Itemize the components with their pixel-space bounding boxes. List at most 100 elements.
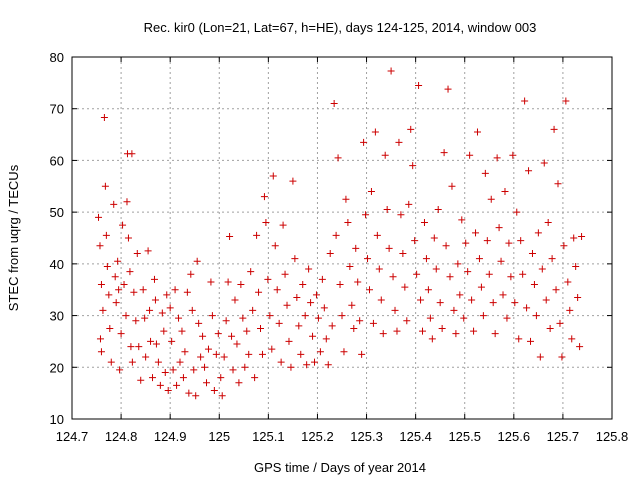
data-point [307,299,315,307]
data-point [377,296,385,304]
data-point [542,296,550,304]
data-point [550,125,558,133]
data-point [171,286,179,294]
data-point [111,273,119,281]
data-point [224,278,232,286]
data-point [365,286,373,294]
data-point [538,265,546,273]
data-point [281,270,289,278]
data-point [204,345,212,353]
data-point [417,296,425,304]
plot-frame [71,56,613,420]
data-point [413,270,421,278]
data-point [123,198,131,206]
data-point [124,234,132,242]
x-tick-label: 124.9 [154,429,187,444]
data-point [95,213,103,221]
data-point [264,275,272,283]
data-point [220,353,228,361]
data-point [137,376,145,384]
data-point [97,348,105,356]
data-point [493,154,501,162]
data-point [132,317,140,325]
data-point [269,172,277,180]
data-point [468,296,476,304]
y-tick-label: 50 [50,205,64,220]
data-point [328,322,336,330]
x-tick-label: 125.3 [350,429,383,444]
data-point [415,81,423,89]
data-point [556,319,564,327]
data-point [389,273,397,281]
data-point [373,231,381,239]
data-point [527,337,535,345]
data-point [262,218,270,226]
data-point [100,114,108,122]
data-point [326,250,334,258]
data-point [166,304,174,312]
data-point [101,182,109,190]
data-point [176,358,184,366]
data-point [436,299,444,307]
data-point [352,244,360,252]
data-point [314,314,322,322]
data-point [214,330,222,338]
data-point [217,374,225,382]
data-point [354,278,362,286]
data-point [222,317,230,325]
data-point [466,151,474,159]
data-point [303,361,311,369]
data-point [163,291,171,299]
data-point [375,265,383,273]
data-point [491,330,499,338]
data-point [114,257,122,265]
data-point [383,206,391,214]
data-point [367,187,375,195]
data-point [432,265,440,273]
data-point [181,348,189,356]
data-point [249,306,257,314]
data-point [464,268,472,276]
data-point [487,195,495,203]
data-point [126,268,134,276]
data-point [481,169,489,177]
data-point [175,314,183,322]
data-point [558,353,566,361]
data-point [393,327,401,335]
data-point [426,314,434,322]
data-point [168,337,176,345]
data-point [477,283,485,291]
data-point [528,250,536,258]
data-point [258,350,266,358]
data-point [218,392,226,400]
data-point [273,286,281,294]
data-point [133,250,141,258]
data-point [318,275,326,283]
data-point [566,306,574,314]
data-point [229,366,237,374]
x-axis-ticks: 124.7 124.8 124.9 125 125.1 125.2 125.3 125.4 12… [56,57,628,444]
data-point [544,218,552,226]
data-point [268,345,276,353]
data-point [102,231,110,239]
data-point [448,182,456,190]
data-point [458,216,466,224]
data-point [422,255,430,263]
data-point [405,200,413,208]
data-point [454,260,462,268]
data-point [207,278,215,286]
data-point [243,327,251,335]
data-point [462,239,470,247]
data-point [385,244,393,252]
x-axis-label: GPS time / Days of year 2014 [254,460,426,475]
data-point [122,312,130,320]
data-point [523,304,531,312]
data-point [253,231,261,239]
data-point [438,325,446,332]
data-point [391,306,399,314]
x-tick-label: 125.2 [301,429,334,444]
data-point [330,100,338,108]
data-point [316,348,324,356]
data-point [156,381,164,389]
data-point [271,242,279,250]
